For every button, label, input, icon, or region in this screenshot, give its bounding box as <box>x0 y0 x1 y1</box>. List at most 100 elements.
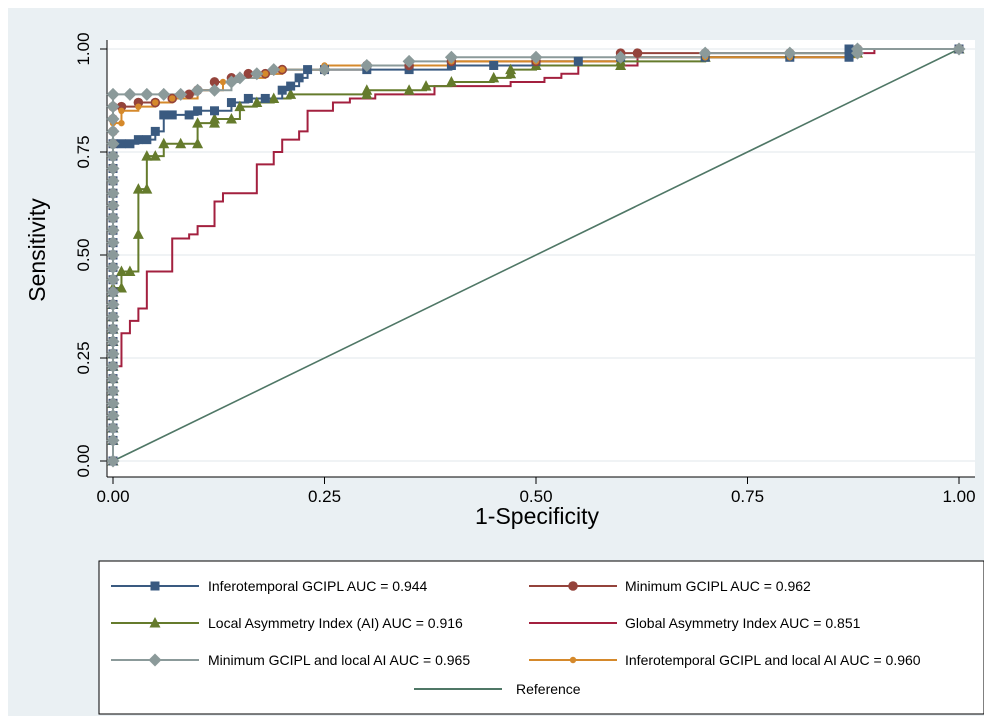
data-point <box>277 85 287 95</box>
series-line-reference <box>112 48 960 462</box>
data-point <box>123 87 137 101</box>
y-tick-label: 0.50 <box>74 238 93 271</box>
data-point <box>175 137 187 149</box>
legend-marker <box>568 581 578 591</box>
data-point <box>303 65 313 75</box>
legend: Inferotemporal GCIPL AUC = 0.944 Minimum … <box>98 560 984 715</box>
data-point <box>158 137 170 149</box>
data-point <box>106 112 120 126</box>
legend-label: Local Asymmetry Index (AI) AUC = 0.916 <box>208 615 463 631</box>
legend-label: Minimum GCIPL AUC = 0.962 <box>625 578 811 594</box>
legend-marker <box>148 653 162 667</box>
data-point <box>106 137 120 151</box>
data-point <box>360 58 374 72</box>
data-point <box>226 98 236 108</box>
grid-lines <box>107 48 975 462</box>
data-point <box>157 87 171 101</box>
data-point <box>361 84 373 95</box>
data-point <box>106 211 120 225</box>
data-point <box>234 100 246 112</box>
data-point <box>106 87 120 101</box>
data-point <box>279 66 286 73</box>
data-point <box>208 83 222 97</box>
data-point <box>402 54 416 68</box>
data-point <box>150 126 160 136</box>
data-point <box>233 71 247 85</box>
data-point <box>210 106 220 116</box>
data-point <box>505 63 517 75</box>
data-point <box>488 71 500 83</box>
data-point <box>850 42 864 56</box>
series-line-global-asymmetry-index-auc-0-851 <box>112 48 959 461</box>
data-point <box>106 433 120 447</box>
data-point <box>445 75 457 87</box>
series-markers <box>106 42 966 468</box>
data-point <box>191 83 205 97</box>
data-point <box>167 110 177 120</box>
data-point <box>118 107 125 115</box>
data-point <box>632 48 643 58</box>
data-point <box>318 63 331 77</box>
data-point <box>106 248 120 262</box>
data-point <box>209 113 221 124</box>
data-point <box>106 273 120 287</box>
data-point <box>152 99 159 106</box>
data-point <box>106 149 120 163</box>
data-point <box>106 454 120 468</box>
data-point <box>106 384 120 398</box>
data-point <box>106 396 120 410</box>
data-point <box>209 77 220 87</box>
data-point <box>106 161 120 175</box>
y-tick-label: 1.00 <box>74 32 93 65</box>
legend-label: Global Asymmetry Index AUC = 0.851 <box>625 615 861 631</box>
data-point <box>285 88 297 99</box>
data-point <box>118 119 125 127</box>
y-tick-label: 0.25 <box>74 341 93 374</box>
y-tick-label: 0.00 <box>74 444 93 477</box>
data-point <box>251 96 263 108</box>
data-point <box>140 87 154 101</box>
data-point <box>106 100 120 114</box>
data-point <box>169 95 176 102</box>
data-point <box>124 265 136 276</box>
legend-label: Inferotemporal GCIPL and local AI AUC = … <box>625 652 921 668</box>
data-point <box>132 228 144 239</box>
data-point <box>106 297 120 311</box>
data-point <box>489 60 499 70</box>
x-tick-label: 0.50 <box>519 487 552 506</box>
legend-marker <box>150 581 160 591</box>
data-point <box>106 223 120 237</box>
x-tick-label: 0.25 <box>308 487 341 506</box>
data-point <box>141 150 153 161</box>
data-point <box>614 50 628 64</box>
x-tick-label: 0.00 <box>96 487 129 506</box>
data-point <box>106 285 120 299</box>
plot-area <box>107 40 975 477</box>
data-point <box>159 110 169 120</box>
data-point <box>243 68 254 79</box>
data-point <box>106 335 120 349</box>
data-point <box>106 359 120 373</box>
data-point <box>142 135 152 145</box>
data-point <box>262 70 269 77</box>
data-point <box>149 150 161 161</box>
data-point <box>844 44 854 54</box>
data-point <box>106 322 120 336</box>
legend-label: Minimum GCIPL and local AI AUC = 0.965 <box>208 652 470 668</box>
data-point <box>286 81 296 91</box>
data-point <box>106 347 120 361</box>
legend-label: Reference <box>516 681 581 697</box>
data-point <box>573 56 583 66</box>
data-point <box>193 106 203 116</box>
data-point <box>106 236 120 250</box>
chart-frame: 0.00 0.25 0.50 0.75 1.00 0.00 0.25 0.50 0.75 1.00… <box>8 8 984 716</box>
x-tick-label: 0.75 <box>731 487 764 506</box>
data-point <box>106 409 120 423</box>
data-point <box>225 113 237 124</box>
data-point <box>133 135 143 145</box>
data-point <box>529 50 543 64</box>
legend-label: Inferotemporal GCIPL AUC = 0.944 <box>208 578 428 594</box>
data-point <box>184 110 194 120</box>
data-point <box>294 73 304 83</box>
legend-marker <box>149 617 161 628</box>
